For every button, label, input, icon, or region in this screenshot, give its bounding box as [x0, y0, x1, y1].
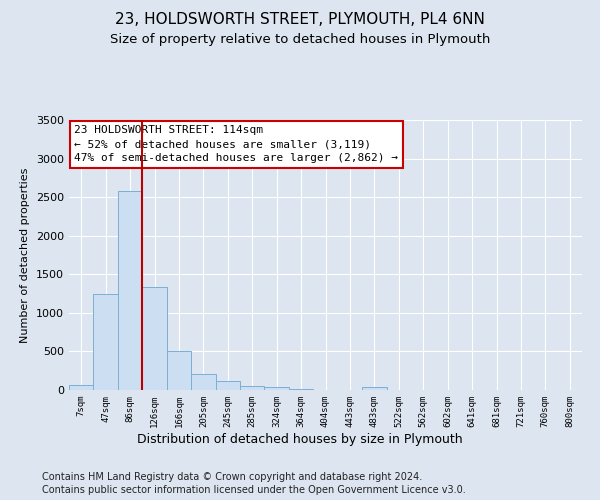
- Bar: [240, 386, 265, 390]
- Text: Size of property relative to detached houses in Plymouth: Size of property relative to detached ho…: [110, 32, 490, 46]
- Bar: [215, 380, 240, 390]
- Text: Contains HM Land Registry data © Crown copyright and database right 2024.: Contains HM Land Registry data © Crown c…: [42, 472, 422, 482]
- Bar: [191, 374, 215, 390]
- Bar: [142, 286, 167, 390]
- Text: Distribution of detached houses by size in Plymouth: Distribution of detached houses by size …: [137, 432, 463, 446]
- Bar: [118, 191, 142, 390]
- Bar: [94, 294, 118, 390]
- Y-axis label: Number of detached properties: Number of detached properties: [20, 168, 31, 342]
- Bar: [362, 387, 386, 390]
- Bar: [289, 389, 313, 390]
- Bar: [265, 388, 289, 390]
- Bar: [167, 352, 191, 390]
- Bar: [69, 386, 94, 390]
- Text: 23 HOLDSWORTH STREET: 114sqm
← 52% of detached houses are smaller (3,119)
47% of: 23 HOLDSWORTH STREET: 114sqm ← 52% of de…: [74, 126, 398, 164]
- Text: Contains public sector information licensed under the Open Government Licence v3: Contains public sector information licen…: [42, 485, 466, 495]
- Text: 23, HOLDSWORTH STREET, PLYMOUTH, PL4 6NN: 23, HOLDSWORTH STREET, PLYMOUTH, PL4 6NN: [115, 12, 485, 28]
